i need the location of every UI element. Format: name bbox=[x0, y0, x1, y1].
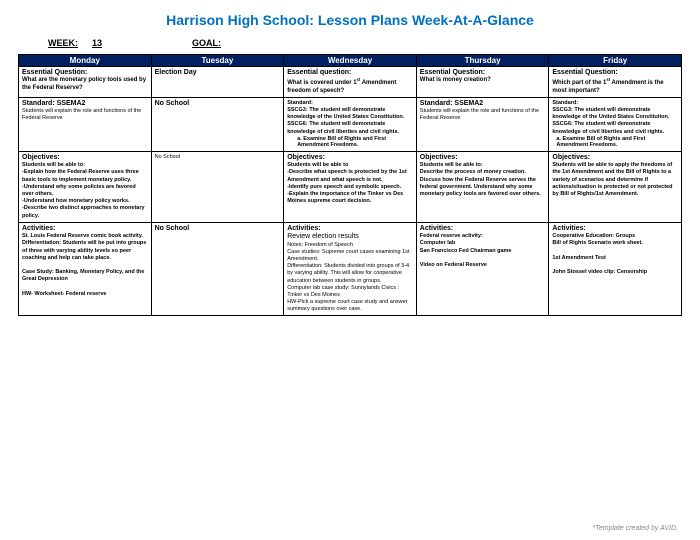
eq-thu-t: What is money creation? bbox=[420, 77, 491, 83]
act-wed-t: Notes; Freedom of Speech Case studies: S… bbox=[287, 242, 409, 313]
col-tue: Tuesday bbox=[151, 55, 284, 67]
footer-credit: *Template created by AVID. bbox=[593, 525, 678, 532]
eq-tue-h: Election Day bbox=[155, 69, 281, 77]
eq-fri-t: Which part of the 1st Amendment is the m… bbox=[552, 80, 663, 93]
obj-fri-h: Objectives: bbox=[552, 154, 678, 162]
std-fri-a: a. Examine Bill of Rights and First Amen… bbox=[552, 136, 678, 149]
act-wed-h: Activities: bbox=[287, 225, 413, 233]
eq-mon-t: What are the monetary policy tools used … bbox=[22, 77, 146, 90]
row-std: Standard: SSEMA2Students will explain th… bbox=[19, 97, 682, 151]
obj-thu-h: Objectives: bbox=[420, 154, 546, 162]
std-mon-h: Standard: SSEMA2 bbox=[22, 100, 148, 108]
col-wed: Wednesday bbox=[284, 55, 417, 67]
std-fri-h: Standard: bbox=[552, 100, 578, 106]
std-mon-t: Students will explain the role and funct… bbox=[22, 108, 141, 121]
row-obj: Objectives:Students will be able to: -Ex… bbox=[19, 151, 682, 222]
lesson-table: Monday Tuesday Wednesday Thursday Friday… bbox=[18, 54, 682, 316]
obj-mon-h: Objectives: bbox=[22, 154, 148, 162]
act-thu-h: Activities: bbox=[420, 225, 546, 233]
act-fri-h: Activities: bbox=[552, 225, 678, 233]
obj-fri-t: Students will be able to apply the freed… bbox=[552, 162, 672, 197]
col-fri: Friday bbox=[549, 55, 682, 67]
row-act: Activities:St. Louis Federal Reserve com… bbox=[19, 222, 682, 316]
col-mon: Monday bbox=[19, 55, 152, 67]
week-label: WEEK: bbox=[48, 38, 78, 48]
std-wed-a: a. Examine Bill of Rights and First Amen… bbox=[287, 136, 413, 149]
meta-row: WEEK: 13 GOAL: bbox=[18, 38, 682, 48]
std-wed-t: SSCG3: The student will demonstrate know… bbox=[287, 107, 404, 135]
act-wed-s: Review election results bbox=[287, 233, 413, 241]
row-eq: Essential Question:What are the monetary… bbox=[19, 67, 682, 98]
eq-wed-t: What is covered under 1st Amendment free… bbox=[287, 80, 396, 93]
week-value: 13 bbox=[92, 38, 102, 48]
eq-wed-h: Essential question: bbox=[287, 69, 413, 77]
page-title: Harrison High School: Lesson Plans Week-… bbox=[18, 12, 682, 28]
obj-wed-t: Students will be able to -Describe what … bbox=[287, 162, 407, 204]
std-wed-h: Standard: bbox=[287, 100, 313, 106]
obj-thu-t: Students will be able to: Describe the p… bbox=[420, 162, 541, 197]
obj-wed-h: Objectives: bbox=[287, 154, 413, 162]
act-tue-h: No School bbox=[155, 225, 281, 233]
std-fri-t: SSCG3: The student will demonstrate know… bbox=[552, 107, 669, 135]
act-thu-t: Federal reserve activity: Computer lab S… bbox=[420, 233, 512, 268]
obj-tue-h: No School bbox=[155, 154, 180, 160]
act-mon-t: St. Louis Federal Reserve comic book act… bbox=[22, 233, 146, 297]
eq-mon-h: Essential Question: bbox=[22, 69, 148, 77]
eq-thu-h: Essential Question: bbox=[420, 69, 546, 77]
act-mon-h: Activities: bbox=[22, 225, 148, 233]
col-thu: Thursday bbox=[416, 55, 549, 67]
goal-label: GOAL: bbox=[192, 38, 221, 48]
eq-fri-h: Essential Question: bbox=[552, 69, 678, 77]
obj-mon-t: Students will be able to: -Explain how t… bbox=[22, 162, 145, 218]
std-thu-h: Standard: SSEMA2 bbox=[420, 100, 546, 108]
std-tue-h: No School bbox=[155, 100, 281, 108]
act-fri-t: Cooperative Education: Groups Bill of Ri… bbox=[552, 233, 647, 275]
std-thu-t: Students will explain the role and funct… bbox=[420, 108, 539, 121]
header-row: Monday Tuesday Wednesday Thursday Friday bbox=[19, 55, 682, 67]
